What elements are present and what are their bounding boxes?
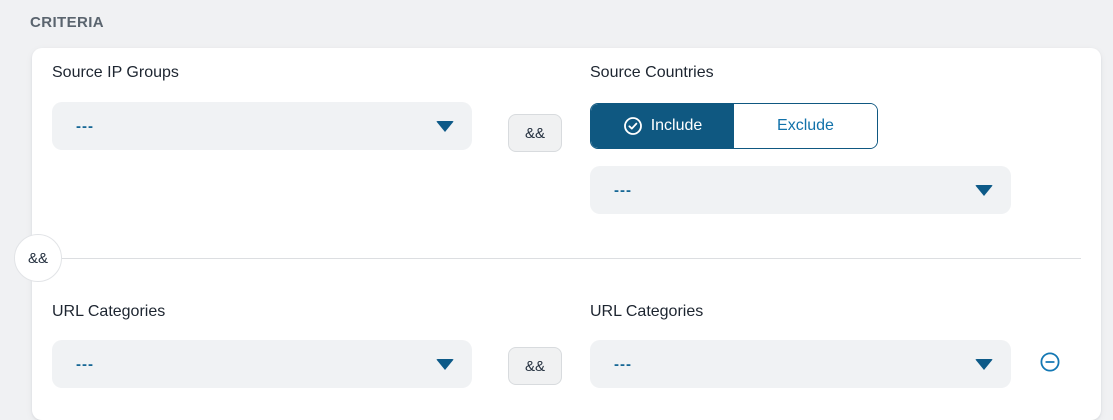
url-categories-left-dropdown-value: ---	[76, 355, 94, 373]
criteria-panel: Source IP Groups --- && Source Countries…	[14, 48, 1101, 420]
chevron-down-icon	[436, 120, 454, 132]
minus-circle-icon	[1039, 351, 1061, 373]
check-circle-icon	[623, 116, 643, 136]
url-categories-dropdown-left[interactable]: ---	[52, 340, 472, 388]
and-operator-button-group1[interactable]: &&	[508, 114, 562, 152]
toggle-exclude-button[interactable]: Exclude	[734, 104, 877, 148]
group-divider	[62, 258, 1081, 259]
url-categories-left-label: URL Categories	[52, 303, 166, 320]
chevron-down-icon	[975, 358, 993, 370]
and-operator-button-group2[interactable]: &&	[508, 347, 562, 385]
remove-condition-button[interactable]	[1039, 351, 1061, 373]
source-ip-groups-dropdown-value: ---	[76, 117, 94, 135]
criteria-heading: CRITERIA	[30, 14, 105, 31]
toggle-include-label: Include	[650, 117, 703, 134]
source-ip-groups-dropdown[interactable]: ---	[52, 102, 472, 150]
url-categories-right-dropdown-value: ---	[614, 355, 632, 373]
chevron-down-icon	[975, 184, 993, 196]
url-categories-right-label: URL Categories	[590, 303, 704, 320]
source-countries-label: Source Countries	[590, 64, 714, 81]
include-exclude-toggle: Include Exclude	[590, 103, 878, 149]
chevron-down-icon	[436, 358, 454, 370]
url-categories-dropdown-right[interactable]: ---	[590, 340, 1011, 388]
source-ip-groups-label: Source IP Groups	[52, 64, 179, 81]
source-countries-dropdown[interactable]: ---	[590, 166, 1011, 214]
toggle-include-button[interactable]: Include	[591, 104, 734, 148]
toggle-exclude-label: Exclude	[777, 117, 834, 134]
group-and-operator-badge[interactable]: &&	[14, 234, 62, 282]
source-countries-dropdown-value: ---	[614, 181, 632, 199]
